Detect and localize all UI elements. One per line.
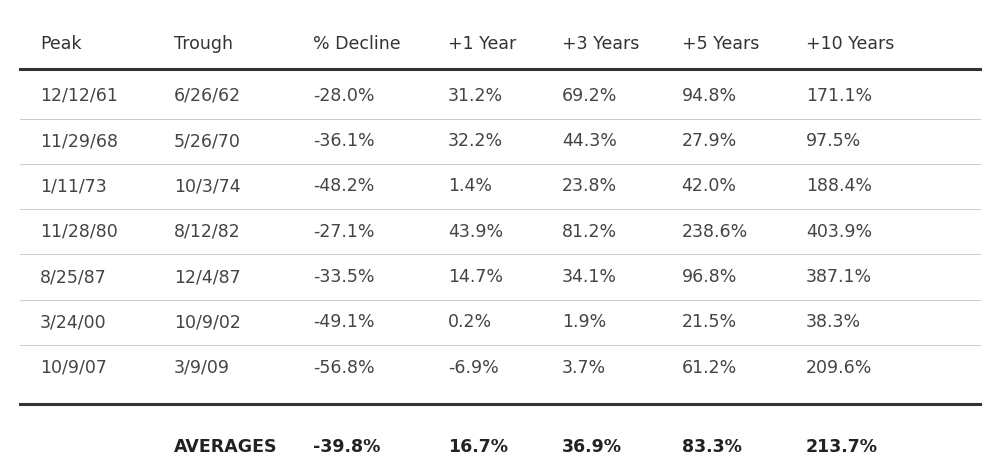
Text: 209.6%: 209.6% <box>805 359 872 377</box>
Text: 69.2%: 69.2% <box>562 87 617 105</box>
Text: -27.1%: -27.1% <box>313 223 375 241</box>
Text: 10/9/07: 10/9/07 <box>40 359 106 377</box>
Text: 1.4%: 1.4% <box>447 177 491 195</box>
Text: 1/11/73: 1/11/73 <box>40 177 106 195</box>
Text: -28.0%: -28.0% <box>313 87 375 105</box>
Text: 81.2%: 81.2% <box>562 223 616 241</box>
Text: -39.8%: -39.8% <box>313 438 381 456</box>
Text: 97.5%: 97.5% <box>805 132 861 150</box>
Text: 188.4%: 188.4% <box>805 177 871 195</box>
Text: +5 Years: +5 Years <box>681 35 758 53</box>
Text: 12/4/87: 12/4/87 <box>174 268 241 286</box>
Text: 238.6%: 238.6% <box>681 223 747 241</box>
Text: 10/9/02: 10/9/02 <box>174 313 241 331</box>
Text: +3 Years: +3 Years <box>562 35 639 53</box>
Text: 36.9%: 36.9% <box>562 438 621 456</box>
Text: 1.9%: 1.9% <box>562 313 605 331</box>
Text: 38.3%: 38.3% <box>805 313 860 331</box>
Text: 34.1%: 34.1% <box>562 268 616 286</box>
Text: 44.3%: 44.3% <box>562 132 616 150</box>
Text: 10/3/74: 10/3/74 <box>174 177 241 195</box>
Text: 5/26/70: 5/26/70 <box>174 132 241 150</box>
Text: 11/29/68: 11/29/68 <box>40 132 117 150</box>
Text: 3/24/00: 3/24/00 <box>40 313 106 331</box>
Text: 3.7%: 3.7% <box>562 359 605 377</box>
Text: 23.8%: 23.8% <box>562 177 616 195</box>
Text: 27.9%: 27.9% <box>681 132 737 150</box>
Text: AVERAGES: AVERAGES <box>174 438 277 456</box>
Text: % Decline: % Decline <box>313 35 401 53</box>
Text: 94.8%: 94.8% <box>681 87 736 105</box>
Text: -49.1%: -49.1% <box>313 313 375 331</box>
Text: 21.5%: 21.5% <box>681 313 736 331</box>
Text: 387.1%: 387.1% <box>805 268 871 286</box>
Text: 3/9/09: 3/9/09 <box>174 359 230 377</box>
Text: 12/12/61: 12/12/61 <box>40 87 117 105</box>
Text: -33.5%: -33.5% <box>313 268 375 286</box>
Text: Trough: Trough <box>174 35 233 53</box>
Text: 403.9%: 403.9% <box>805 223 871 241</box>
Text: 171.1%: 171.1% <box>805 87 871 105</box>
Text: Peak: Peak <box>40 35 82 53</box>
Text: 6/26/62: 6/26/62 <box>174 87 241 105</box>
Text: 61.2%: 61.2% <box>681 359 737 377</box>
Text: 42.0%: 42.0% <box>681 177 736 195</box>
Text: +10 Years: +10 Years <box>805 35 894 53</box>
Text: +1 Year: +1 Year <box>447 35 516 53</box>
Text: 32.2%: 32.2% <box>447 132 502 150</box>
Text: -6.9%: -6.9% <box>447 359 498 377</box>
Text: 14.7%: 14.7% <box>447 268 502 286</box>
Text: 43.9%: 43.9% <box>447 223 502 241</box>
Text: 11/28/80: 11/28/80 <box>40 223 117 241</box>
Text: 31.2%: 31.2% <box>447 87 502 105</box>
Text: 0.2%: 0.2% <box>447 313 491 331</box>
Text: 16.7%: 16.7% <box>447 438 507 456</box>
Text: -48.2%: -48.2% <box>313 177 375 195</box>
Text: -56.8%: -56.8% <box>313 359 375 377</box>
Text: -36.1%: -36.1% <box>313 132 375 150</box>
Text: 213.7%: 213.7% <box>805 438 877 456</box>
Text: 8/25/87: 8/25/87 <box>40 268 106 286</box>
Text: 8/12/82: 8/12/82 <box>174 223 241 241</box>
Text: 96.8%: 96.8% <box>681 268 737 286</box>
Text: 83.3%: 83.3% <box>681 438 741 456</box>
